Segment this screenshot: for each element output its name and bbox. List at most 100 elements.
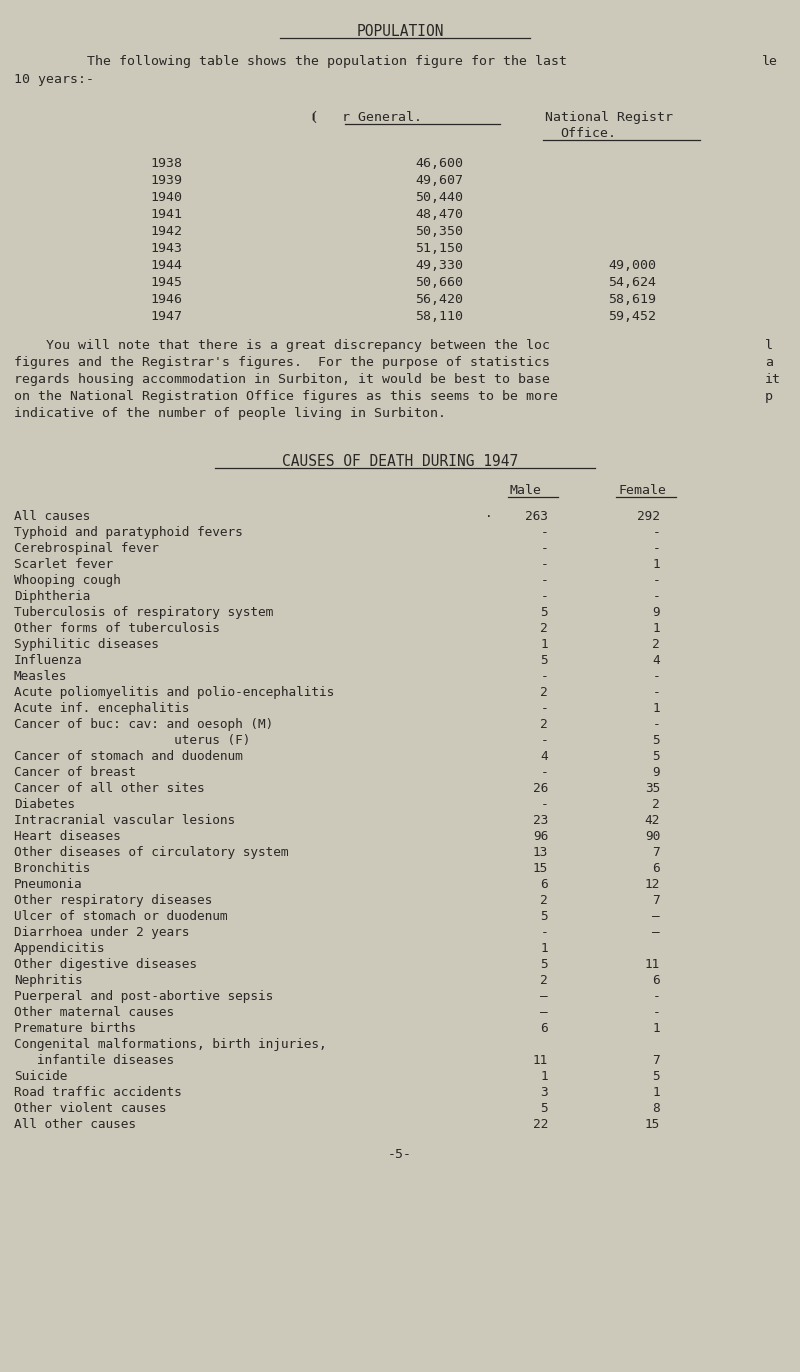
Text: Male: Male	[510, 484, 542, 497]
Text: 5: 5	[652, 750, 660, 763]
Text: 26: 26	[533, 782, 548, 794]
Text: Congenital malformations, birth injuries,: Congenital malformations, birth injuries…	[14, 1039, 326, 1051]
Text: —: —	[652, 926, 660, 938]
Text: 58,110: 58,110	[415, 310, 463, 322]
Text: 50,660: 50,660	[415, 276, 463, 289]
Text: 15: 15	[533, 862, 548, 875]
Text: -: -	[540, 542, 548, 556]
Text: 5: 5	[540, 654, 548, 667]
Text: le: le	[762, 55, 778, 69]
Text: indicative of the number of people living in Surbiton.: indicative of the number of people livin…	[14, 407, 446, 420]
Text: -5-: -5-	[388, 1148, 412, 1161]
Text: 1: 1	[540, 1070, 548, 1083]
Text: 54,624: 54,624	[608, 276, 656, 289]
Text: Cerebrospinal fever: Cerebrospinal fever	[14, 542, 159, 556]
Text: Road traffic accidents: Road traffic accidents	[14, 1087, 182, 1099]
Text: —: —	[652, 910, 660, 923]
Text: 1939: 1939	[150, 174, 182, 187]
Text: 5: 5	[540, 606, 548, 619]
Text: 15: 15	[645, 1118, 660, 1131]
Text: -: -	[540, 525, 548, 539]
Text: 1942: 1942	[150, 225, 182, 237]
Text: 11: 11	[533, 1054, 548, 1067]
Text: -: -	[540, 766, 548, 779]
Text: Whooping cough: Whooping cough	[14, 573, 121, 587]
Text: 90: 90	[645, 830, 660, 842]
Text: -: -	[540, 926, 548, 938]
Text: National Registr: National Registr	[545, 111, 673, 123]
Text: -: -	[652, 991, 660, 1003]
Text: 5: 5	[652, 734, 660, 746]
Text: —: —	[540, 1006, 548, 1019]
Text: 7: 7	[652, 847, 660, 859]
Text: -: -	[540, 590, 548, 604]
Text: 7: 7	[652, 895, 660, 907]
Text: -: -	[540, 734, 548, 746]
Text: Other diseases of circulatory system: Other diseases of circulatory system	[14, 847, 289, 859]
Text: 1: 1	[652, 622, 660, 635]
Text: Influenza: Influenza	[14, 654, 82, 667]
Text: 3: 3	[540, 1087, 548, 1099]
Text: Acute poliomyelitis and polio-encephalitis: Acute poliomyelitis and polio-encephalit…	[14, 686, 334, 698]
Text: 35: 35	[645, 782, 660, 794]
Text: infantile diseases: infantile diseases	[14, 1054, 174, 1067]
Text: Tuberculosis of respiratory system: Tuberculosis of respiratory system	[14, 606, 274, 619]
Text: 2: 2	[652, 638, 660, 650]
Text: 9: 9	[652, 606, 660, 619]
Text: 292: 292	[637, 510, 660, 523]
Text: 56,420: 56,420	[415, 294, 463, 306]
Text: Other forms of tuberculosis: Other forms of tuberculosis	[14, 622, 220, 635]
Text: Pneumonia: Pneumonia	[14, 878, 82, 890]
Text: Cancer of stomach and duodenum: Cancer of stomach and duodenum	[14, 750, 242, 763]
Text: Puerperal and post-abortive sepsis: Puerperal and post-abortive sepsis	[14, 991, 274, 1003]
Text: -: -	[652, 542, 660, 556]
Text: p: p	[765, 390, 773, 403]
Text: 58,619: 58,619	[608, 294, 656, 306]
Text: 13: 13	[533, 847, 548, 859]
Text: Bronchitis: Bronchitis	[14, 862, 90, 875]
Text: 9: 9	[652, 766, 660, 779]
Text: —: —	[540, 991, 548, 1003]
Text: regards housing accommodation in Surbiton, it would be best to base: regards housing accommodation in Surbito…	[14, 373, 550, 386]
Text: All other causes: All other causes	[14, 1118, 136, 1131]
Text: 6: 6	[652, 974, 660, 986]
Text: 2: 2	[540, 974, 548, 986]
Text: 59,452: 59,452	[608, 310, 656, 322]
Text: Syphilitic diseases: Syphilitic diseases	[14, 638, 159, 650]
Text: figures and the Registrar's figures.  For the purpose of statistics: figures and the Registrar's figures. For…	[14, 355, 550, 369]
Text: -: -	[652, 1006, 660, 1019]
Text: Ulcer of stomach or duodenum: Ulcer of stomach or duodenum	[14, 910, 227, 923]
Text: Intracranial vascular lesions: Intracranial vascular lesions	[14, 814, 235, 827]
Text: 1945: 1945	[150, 276, 182, 289]
Text: 1: 1	[540, 638, 548, 650]
Text: it: it	[765, 373, 781, 386]
Text: -: -	[540, 702, 548, 715]
Text: 49,607: 49,607	[415, 174, 463, 187]
Text: ⦗   r General.: ⦗ r General.	[310, 111, 422, 123]
Text: -: -	[652, 686, 660, 698]
Text: Scarlet fever: Scarlet fever	[14, 558, 113, 571]
Text: 96: 96	[533, 830, 548, 842]
Text: 4: 4	[652, 654, 660, 667]
Text: 1943: 1943	[150, 241, 182, 255]
Text: 263: 263	[525, 510, 548, 523]
Text: Typhoid and paratyphoid fevers: Typhoid and paratyphoid fevers	[14, 525, 242, 539]
Text: 42: 42	[645, 814, 660, 827]
Text: Acute inf. encephalitis: Acute inf. encephalitis	[14, 702, 190, 715]
Text: Other violent causes: Other violent causes	[14, 1102, 166, 1115]
Text: 1947: 1947	[150, 310, 182, 322]
Text: 50,350: 50,350	[415, 225, 463, 237]
Text: 1: 1	[652, 702, 660, 715]
Text: 11: 11	[645, 958, 660, 971]
Text: 1938: 1938	[150, 156, 182, 170]
Text: 5: 5	[652, 1070, 660, 1083]
Text: 6: 6	[540, 1022, 548, 1034]
Text: 1: 1	[652, 558, 660, 571]
Text: 49,330: 49,330	[415, 259, 463, 272]
Text: 1940: 1940	[150, 191, 182, 204]
Text: Cancer of buc: cav: and oesoph (M): Cancer of buc: cav: and oesoph (M)	[14, 718, 274, 731]
Text: Heart diseases: Heart diseases	[14, 830, 121, 842]
Text: 49,000: 49,000	[608, 259, 656, 272]
Text: 51,150: 51,150	[415, 241, 463, 255]
Text: All causes: All causes	[14, 510, 90, 523]
